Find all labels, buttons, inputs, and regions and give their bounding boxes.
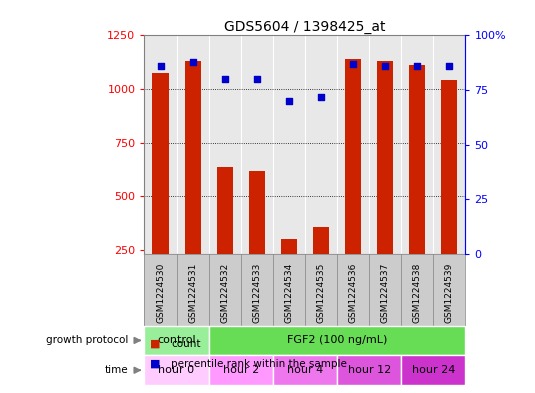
Text: GSM1224537: GSM1224537 xyxy=(381,263,389,323)
Text: ■: ■ xyxy=(150,339,160,349)
Point xyxy=(156,63,165,69)
Point xyxy=(413,63,422,69)
Point xyxy=(285,98,293,104)
Bar xyxy=(409,65,425,254)
Text: GSM1224539: GSM1224539 xyxy=(445,263,454,323)
Text: growth protocol: growth protocol xyxy=(46,335,128,345)
Bar xyxy=(401,355,465,385)
Bar xyxy=(152,73,169,254)
Text: GSM1224530: GSM1224530 xyxy=(156,263,165,323)
Bar xyxy=(217,167,233,254)
Text: hour 4: hour 4 xyxy=(287,365,323,375)
Text: GSM1224536: GSM1224536 xyxy=(349,263,357,323)
Text: GSM1224534: GSM1224534 xyxy=(285,263,293,323)
Text: percentile rank within the sample: percentile rank within the sample xyxy=(171,358,347,369)
Text: hour 12: hour 12 xyxy=(348,365,391,375)
Point xyxy=(317,94,325,100)
Text: GSM1224532: GSM1224532 xyxy=(220,263,229,323)
Text: GSM1224538: GSM1224538 xyxy=(413,263,422,323)
Title: GDS5604 / 1398425_at: GDS5604 / 1398425_at xyxy=(224,20,386,34)
Bar xyxy=(345,59,361,254)
Text: hour 2: hour 2 xyxy=(223,365,259,375)
Text: FGF2 (100 ng/mL): FGF2 (100 ng/mL) xyxy=(287,335,387,345)
Text: hour 0: hour 0 xyxy=(158,365,195,375)
Bar xyxy=(144,325,209,355)
Point xyxy=(445,63,454,69)
Point xyxy=(188,59,197,65)
Bar xyxy=(377,61,393,254)
Text: hour 24: hour 24 xyxy=(411,365,455,375)
Bar xyxy=(144,355,209,385)
Bar xyxy=(281,239,297,254)
Bar xyxy=(273,355,337,385)
Text: GSM1224531: GSM1224531 xyxy=(188,263,197,323)
Point xyxy=(220,76,229,82)
Point xyxy=(381,63,389,69)
Point xyxy=(349,61,357,67)
Point xyxy=(253,76,261,82)
Text: time: time xyxy=(105,365,128,375)
Text: GSM1224533: GSM1224533 xyxy=(253,263,261,323)
Bar xyxy=(249,171,265,254)
Bar xyxy=(185,61,201,254)
Text: GSM1224535: GSM1224535 xyxy=(317,263,325,323)
Bar xyxy=(337,355,401,385)
Bar xyxy=(209,355,273,385)
Bar xyxy=(313,227,329,254)
Bar xyxy=(441,81,457,254)
Bar xyxy=(209,325,465,355)
Text: control: control xyxy=(157,335,196,345)
Text: ■: ■ xyxy=(150,358,160,369)
Text: count: count xyxy=(171,339,201,349)
